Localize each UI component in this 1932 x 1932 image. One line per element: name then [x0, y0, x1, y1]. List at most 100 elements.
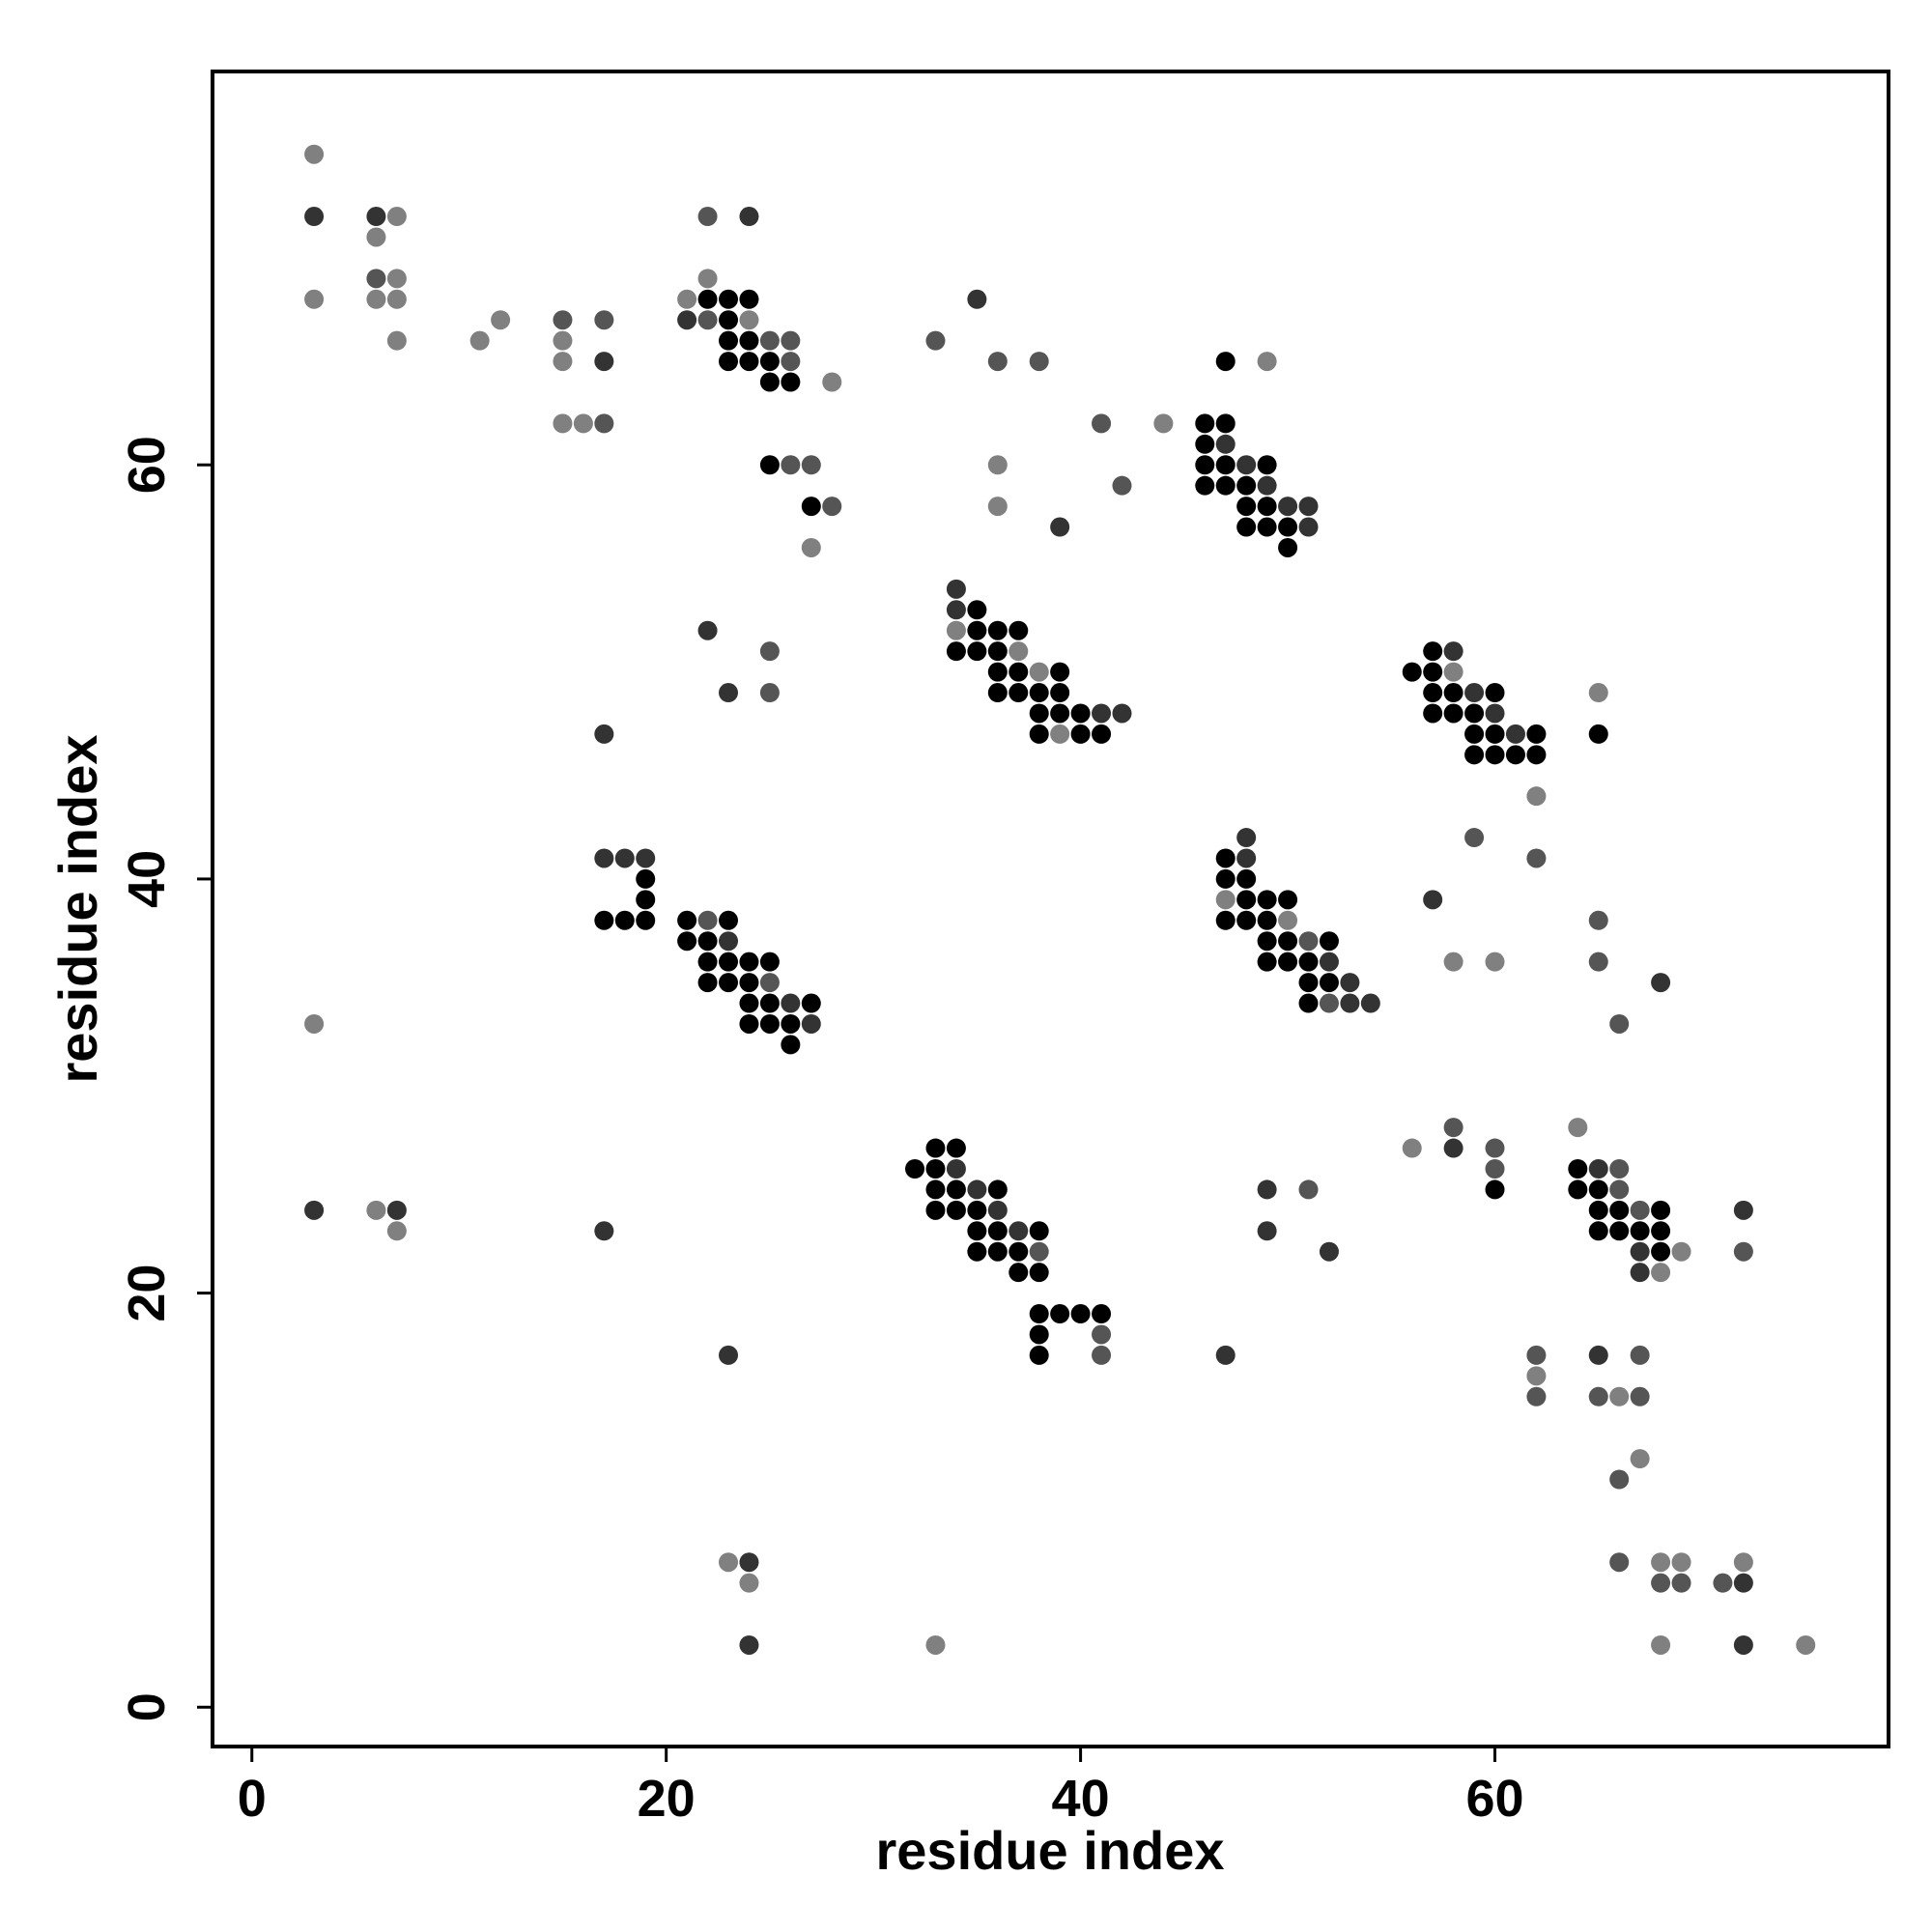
point: [967, 641, 987, 662]
point: [719, 952, 739, 972]
point: [1278, 910, 1298, 930]
point: [1257, 910, 1277, 930]
point: [946, 600, 966, 620]
point: [946, 620, 966, 640]
point: [1029, 662, 1049, 682]
point: [1092, 1304, 1112, 1324]
point: [1029, 352, 1049, 372]
point: [1671, 1241, 1691, 1262]
point: [1236, 517, 1257, 537]
point: [987, 1241, 1008, 1262]
point: [1630, 1449, 1650, 1469]
point: [386, 1200, 407, 1220]
point: [1630, 1200, 1650, 1220]
point: [1009, 662, 1029, 682]
point: [1009, 1221, 1029, 1241]
point: [1257, 890, 1277, 910]
point: [1713, 1573, 1733, 1593]
point: [1236, 868, 1257, 889]
y-tick-label: 40: [118, 850, 176, 908]
point: [719, 1552, 739, 1573]
point: [987, 641, 1008, 662]
point: [967, 1200, 987, 1220]
point: [1257, 952, 1277, 972]
point: [1257, 352, 1277, 372]
point: [925, 1179, 946, 1200]
point: [719, 931, 739, 952]
point: [1070, 703, 1091, 724]
point: [1485, 1179, 1505, 1200]
point: [1423, 662, 1443, 682]
point: [1526, 786, 1547, 807]
point: [1630, 1345, 1650, 1365]
plot-frame: [211, 70, 1890, 1748]
point: [1257, 931, 1277, 952]
point: [1236, 497, 1257, 517]
point: [1423, 703, 1443, 724]
point: [1526, 1345, 1547, 1365]
point: [1733, 1241, 1753, 1262]
y-tick-label: 20: [118, 1264, 176, 1322]
point: [987, 352, 1008, 372]
point: [759, 330, 780, 351]
point: [1050, 662, 1070, 682]
point: [1236, 848, 1257, 868]
point: [386, 1221, 407, 1241]
point: [697, 910, 718, 930]
point: [739, 952, 759, 972]
point: [1278, 517, 1298, 537]
point: [946, 1179, 966, 1200]
point: [759, 455, 780, 475]
point: [1733, 1634, 1753, 1655]
point: [739, 289, 759, 309]
point: [1588, 1179, 1608, 1200]
point: [1609, 1469, 1630, 1490]
point: [967, 289, 987, 309]
point: [719, 352, 739, 372]
point: [739, 1552, 759, 1573]
point: [781, 1013, 801, 1034]
point: [1443, 641, 1463, 662]
point: [366, 207, 386, 227]
point: [1050, 683, 1070, 703]
point: [1112, 703, 1132, 724]
x-tick-label: 20: [638, 1770, 696, 1828]
y-axis-title: residue index: [47, 734, 108, 1083]
point: [1568, 1179, 1588, 1200]
point: [739, 352, 759, 372]
point: [1298, 1179, 1319, 1200]
x-tick-label: 40: [1052, 1770, 1110, 1828]
point: [553, 310, 573, 330]
point: [759, 641, 780, 662]
point: [1215, 848, 1236, 868]
point: [925, 1200, 946, 1220]
point: [925, 1158, 946, 1179]
point: [759, 993, 780, 1013]
point: [781, 352, 801, 372]
point: [1257, 517, 1277, 537]
point: [925, 1634, 946, 1655]
point: [1215, 475, 1236, 496]
point: [594, 352, 614, 372]
point: [304, 1013, 325, 1034]
point: [1092, 724, 1112, 744]
point: [1588, 1200, 1608, 1220]
point: [1360, 993, 1380, 1013]
point: [759, 352, 780, 372]
point: [759, 973, 780, 993]
point: [1298, 993, 1319, 1013]
point: [304, 144, 325, 164]
point: [1485, 703, 1505, 724]
point: [739, 973, 759, 993]
point: [1298, 931, 1319, 952]
point: [1195, 434, 1215, 454]
point: [1588, 724, 1608, 744]
point: [1651, 1573, 1671, 1593]
point: [366, 269, 386, 289]
point: [801, 1013, 821, 1034]
point: [1609, 1013, 1630, 1034]
point: [697, 620, 718, 640]
point: [594, 1221, 614, 1241]
